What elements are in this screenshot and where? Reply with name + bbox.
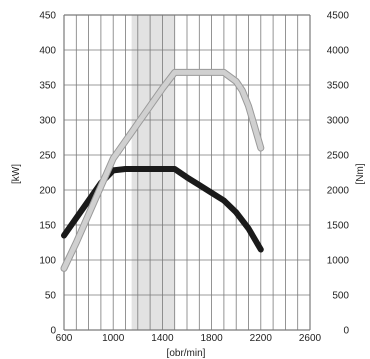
y-left-tick-label: 100 bbox=[39, 256, 56, 267]
y-left-tick-label: 350 bbox=[39, 81, 56, 92]
x-tick-label: 600 bbox=[56, 333, 73, 344]
tick-label-layer: 600 1000 1400 1800 2200 2600 0 50 100 150 200 250 30… bbox=[39, 11, 349, 345]
x-tick-label: 2200 bbox=[250, 333, 273, 344]
series-layer bbox=[60, 68, 265, 272]
x-tick-label: 1000 bbox=[102, 333, 125, 344]
y-left-axis-title: [kW] bbox=[11, 164, 22, 184]
x-axis-title: [obr/min] bbox=[167, 348, 206, 359]
x-tick-label: 2600 bbox=[299, 333, 322, 344]
y-right-tick-label: 2500 bbox=[327, 151, 350, 162]
y-left-tick-label: 450 bbox=[39, 11, 56, 22]
highlight-band-layer bbox=[131, 15, 175, 330]
y-left-tick-label: 150 bbox=[39, 221, 56, 232]
grid-layer bbox=[63, 14, 311, 331]
y-right-tick-label: 4500 bbox=[327, 11, 350, 22]
y-right-tick-label: 3500 bbox=[327, 81, 350, 92]
y-left-tick-label: 200 bbox=[39, 186, 56, 197]
y-left-tick-label: 0 bbox=[50, 326, 56, 337]
y-right-tick-label: 3000 bbox=[327, 116, 350, 127]
x-tick-label: 1400 bbox=[151, 333, 174, 344]
y-left-tick-label: 50 bbox=[45, 291, 57, 302]
y-right-tick-label: 4000 bbox=[327, 46, 350, 57]
y-right-tick-label: 2000 bbox=[327, 186, 350, 197]
y-left-tick-label: 250 bbox=[39, 151, 56, 162]
y-right-tick-label: 1000 bbox=[327, 256, 350, 267]
x-tick-label: 1800 bbox=[200, 333, 223, 344]
y-right-tick-label: 0 bbox=[343, 326, 349, 337]
highlight-band bbox=[131, 15, 175, 330]
y-right-axis-title: [Nm] bbox=[355, 163, 366, 184]
series-line bbox=[61, 69, 264, 271]
y-right-tick-label: 500 bbox=[332, 291, 349, 302]
y-left-tick-label: 400 bbox=[39, 46, 56, 57]
y-right-tick-label: 1500 bbox=[327, 221, 350, 232]
y-left-tick-label: 300 bbox=[39, 116, 56, 127]
